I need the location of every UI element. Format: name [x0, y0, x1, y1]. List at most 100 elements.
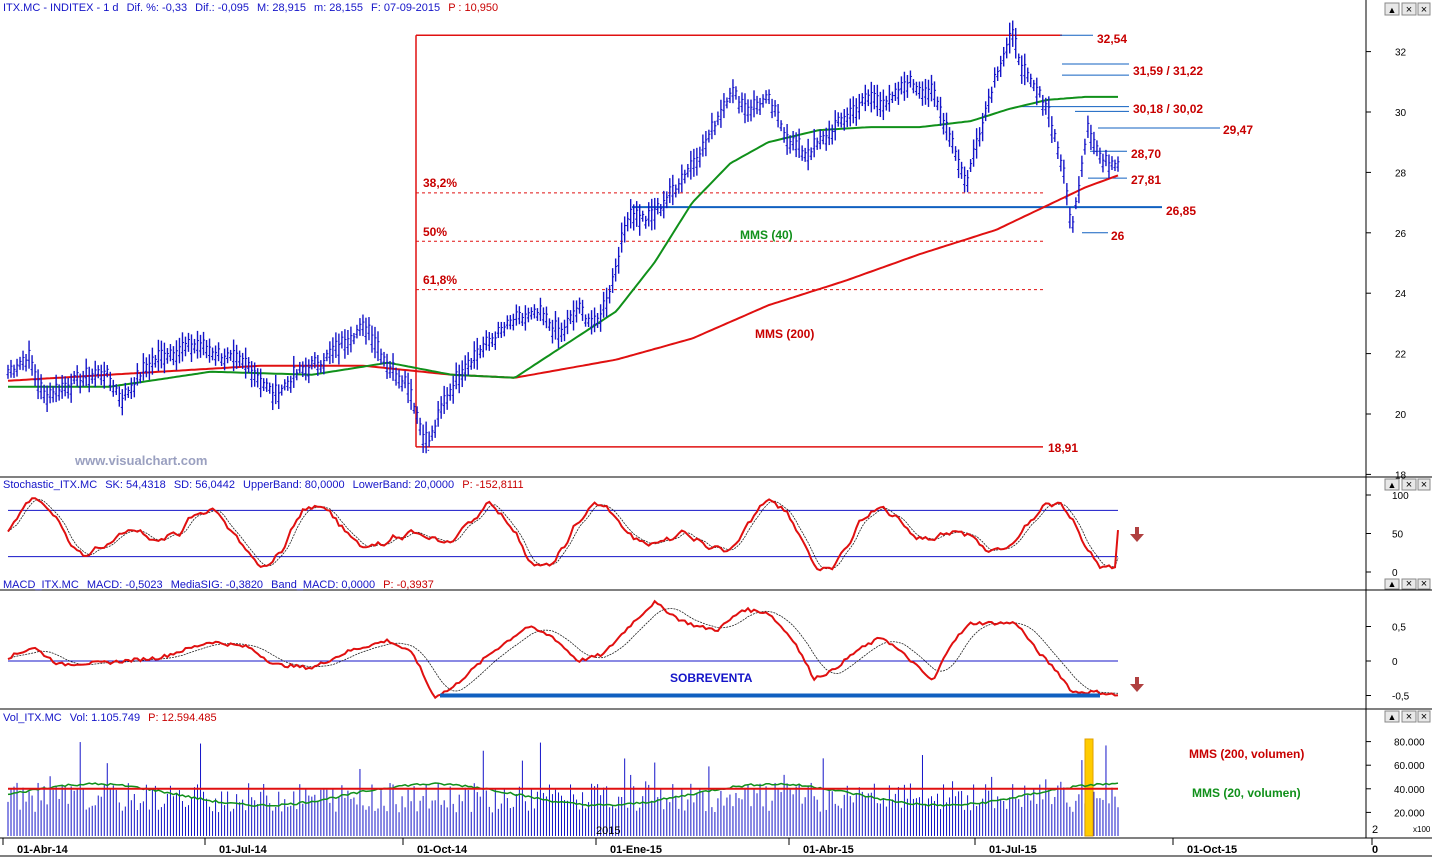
close-icon: ×	[1421, 578, 1427, 590]
price-tick-label: 22	[1395, 350, 1407, 361]
scroll-up-icon: ▲	[1388, 480, 1397, 490]
level-3254-label: 32,54	[1097, 32, 1127, 46]
macd-p: P: -0,3937	[383, 579, 434, 591]
vol-ma20-line	[7, 782, 1119, 807]
macd-close-button[interactable]: ×	[1401, 578, 1417, 590]
vol-close-button-2[interactable]: ×	[1417, 710, 1431, 723]
header-date: F: 07-09-2015	[371, 2, 440, 14]
macd-scroll-up-button[interactable]: ▲	[1384, 578, 1400, 590]
close-icon: ×	[1406, 578, 1412, 590]
x-tick-label: 01-Oct-15	[1187, 844, 1237, 856]
scroll-up-icon: ▲	[1388, 5, 1397, 15]
macd-sig: MediaSIG: -0,3820	[171, 579, 263, 591]
svg-text:Vol_ITX.MC Vol: 1.105.74: Vol_ITX.MC Vol: 1.105.749 P: 12.594.485	[3, 712, 217, 724]
vol-scroll-up-button[interactable]: ▲	[1384, 710, 1400, 723]
stoch-header: Stochastic_ITX.MC SK: 54,4318 SD: 56,044…	[3, 479, 524, 491]
price-header: ITX.MC - INDITEX - 1 d Dif. %: -0,33 Dif…	[0, 0, 498, 15]
macd-tick-label: 0	[1392, 657, 1398, 668]
x-tick-label: 0	[1372, 844, 1378, 856]
price-tick-label: 20	[1395, 410, 1407, 421]
volume-highlight	[1084, 738, 1094, 837]
level-26-label: 26	[1111, 229, 1125, 243]
axes: 32302826242220181005000,50-0,580.00060.0…	[2, 48, 1425, 856]
oversold-label: SOBREVENTA	[670, 671, 753, 685]
ma200-line	[7, 174, 1119, 382]
close-icon: ×	[1406, 4, 1412, 16]
stoch-close-button-2[interactable]: ×	[1417, 478, 1431, 491]
price-scroll-up-button[interactable]: ▲	[1384, 2, 1400, 16]
year-mark: 2015	[596, 825, 620, 837]
x-tick-label: 01-Ene-15	[610, 844, 662, 856]
price-tick-label: 26	[1395, 229, 1407, 240]
level-3018-label: 30,18 / 30,02	[1133, 102, 1203, 116]
x-tick-label: 01-Abr-15	[803, 844, 854, 856]
stoch-sk-line	[7, 497, 1119, 572]
price-panel	[6, 20, 1220, 454]
price-close-button-2[interactable]: ×	[1417, 2, 1431, 16]
x-tick-label: 01-Jul-14	[219, 844, 268, 856]
scale-x100: x100	[1413, 825, 1431, 834]
svg-text:ITX.MC - INDITEX - 1 d D: ITX.MC - INDITEX - 1 d Dif. %: -0,33 Dif…	[3, 2, 498, 14]
stoch-sk: SK: 54,4318	[105, 479, 166, 491]
panel-controls: ▲ × × ▲ × × ▲ ×	[1384, 2, 1431, 723]
macd-band: Band_MACD: 0,0000	[271, 579, 375, 591]
close-icon: ×	[1406, 711, 1412, 723]
vol-ma20-label: MMS (20, volumen)	[1192, 786, 1301, 800]
close-icon: ×	[1421, 711, 1427, 723]
macd-close-button-2[interactable]: ×	[1417, 578, 1431, 590]
stoch-scroll-up-button[interactable]: ▲	[1384, 478, 1400, 491]
close-icon: ×	[1421, 4, 1427, 16]
stoch-upper: UpperBand: 80,0000	[243, 479, 345, 491]
header-max: M: 28,915	[257, 2, 306, 14]
level-2685-label: 26,85	[1166, 204, 1196, 218]
vol-tick-label: 60.000	[1394, 761, 1425, 772]
header-dif: Dif.: -0,095	[195, 2, 249, 14]
scroll-up-icon: ▲	[1388, 579, 1397, 589]
macd-header: MACD_ITX.MC MACD: -0,5023 MediaSIG: -0,3…	[3, 579, 434, 591]
ma40-line	[8, 95, 1118, 388]
macd-value: MACD: -0,5023	[87, 579, 163, 591]
fib-382-label: 38,2%	[423, 176, 457, 190]
vol-ma200-label: MMS (200, volumen)	[1189, 747, 1304, 761]
stoch-tick-label: 50	[1392, 530, 1404, 541]
price-tick-label: 24	[1395, 289, 1407, 300]
x-tick-label: 01-Jul-15	[989, 844, 1037, 856]
x-tick-label: 01-Abr-14	[17, 844, 69, 856]
svg-text:MACD_ITX.MC MACD: -0,502: MACD_ITX.MC MACD: -0,5023 MediaSIG: -0,3…	[3, 579, 434, 591]
vol-tick-label: 20.000	[1394, 808, 1425, 819]
level-2870-label: 28,70	[1131, 147, 1161, 161]
macd-panel	[7, 599, 1119, 700]
ma200-label: MMS (200)	[755, 327, 814, 341]
header-dif-pct: Dif. %: -0,33	[127, 2, 188, 14]
macd-line	[7, 599, 1119, 700]
vol-close-button[interactable]: ×	[1401, 710, 1417, 723]
scale-2: 2	[1372, 824, 1378, 836]
header-symbol: ITX.MC - INDITEX - 1 d	[3, 2, 119, 14]
close-icon: ×	[1421, 479, 1427, 491]
level-1891-label: 18,91	[1048, 441, 1078, 455]
fib-618-label: 61,8%	[423, 273, 457, 287]
stoch-p: P: -152,8111	[462, 479, 523, 491]
macd-name: MACD_ITX.MC	[3, 579, 79, 591]
stoch-tick-label: 0	[1392, 568, 1398, 579]
vol-tick-label: 40.000	[1394, 785, 1425, 796]
watermark: www.visualchart.com	[74, 453, 207, 468]
svg-text:Stochastic_ITX.MC SK: 54: Stochastic_ITX.MC SK: 54,4318 SD: 56,044…	[3, 479, 524, 491]
x-tick-label: 01-Oct-14	[417, 844, 468, 856]
stoch-tick-label: 100	[1392, 491, 1409, 502]
scroll-up-icon: ▲	[1388, 712, 1397, 722]
ma40-label: MMS (40)	[740, 228, 793, 242]
fib-50-label: 50%	[423, 225, 447, 239]
vol-tick-label: 80.000	[1394, 738, 1425, 749]
header-price: P : 10,950	[448, 2, 498, 14]
price-close-button[interactable]: ×	[1401, 2, 1417, 16]
stoch-name: Stochastic_ITX.MC	[3, 479, 97, 491]
macd-down-arrow-icon	[1130, 677, 1144, 692]
stoch-close-button[interactable]: ×	[1401, 478, 1417, 491]
volume-panel	[7, 738, 1119, 837]
price-tick-label: 32	[1395, 48, 1407, 59]
price-tick-label: 18	[1395, 470, 1407, 481]
price-tick-label: 28	[1395, 168, 1407, 179]
level-2781-label: 27,81	[1131, 173, 1161, 187]
